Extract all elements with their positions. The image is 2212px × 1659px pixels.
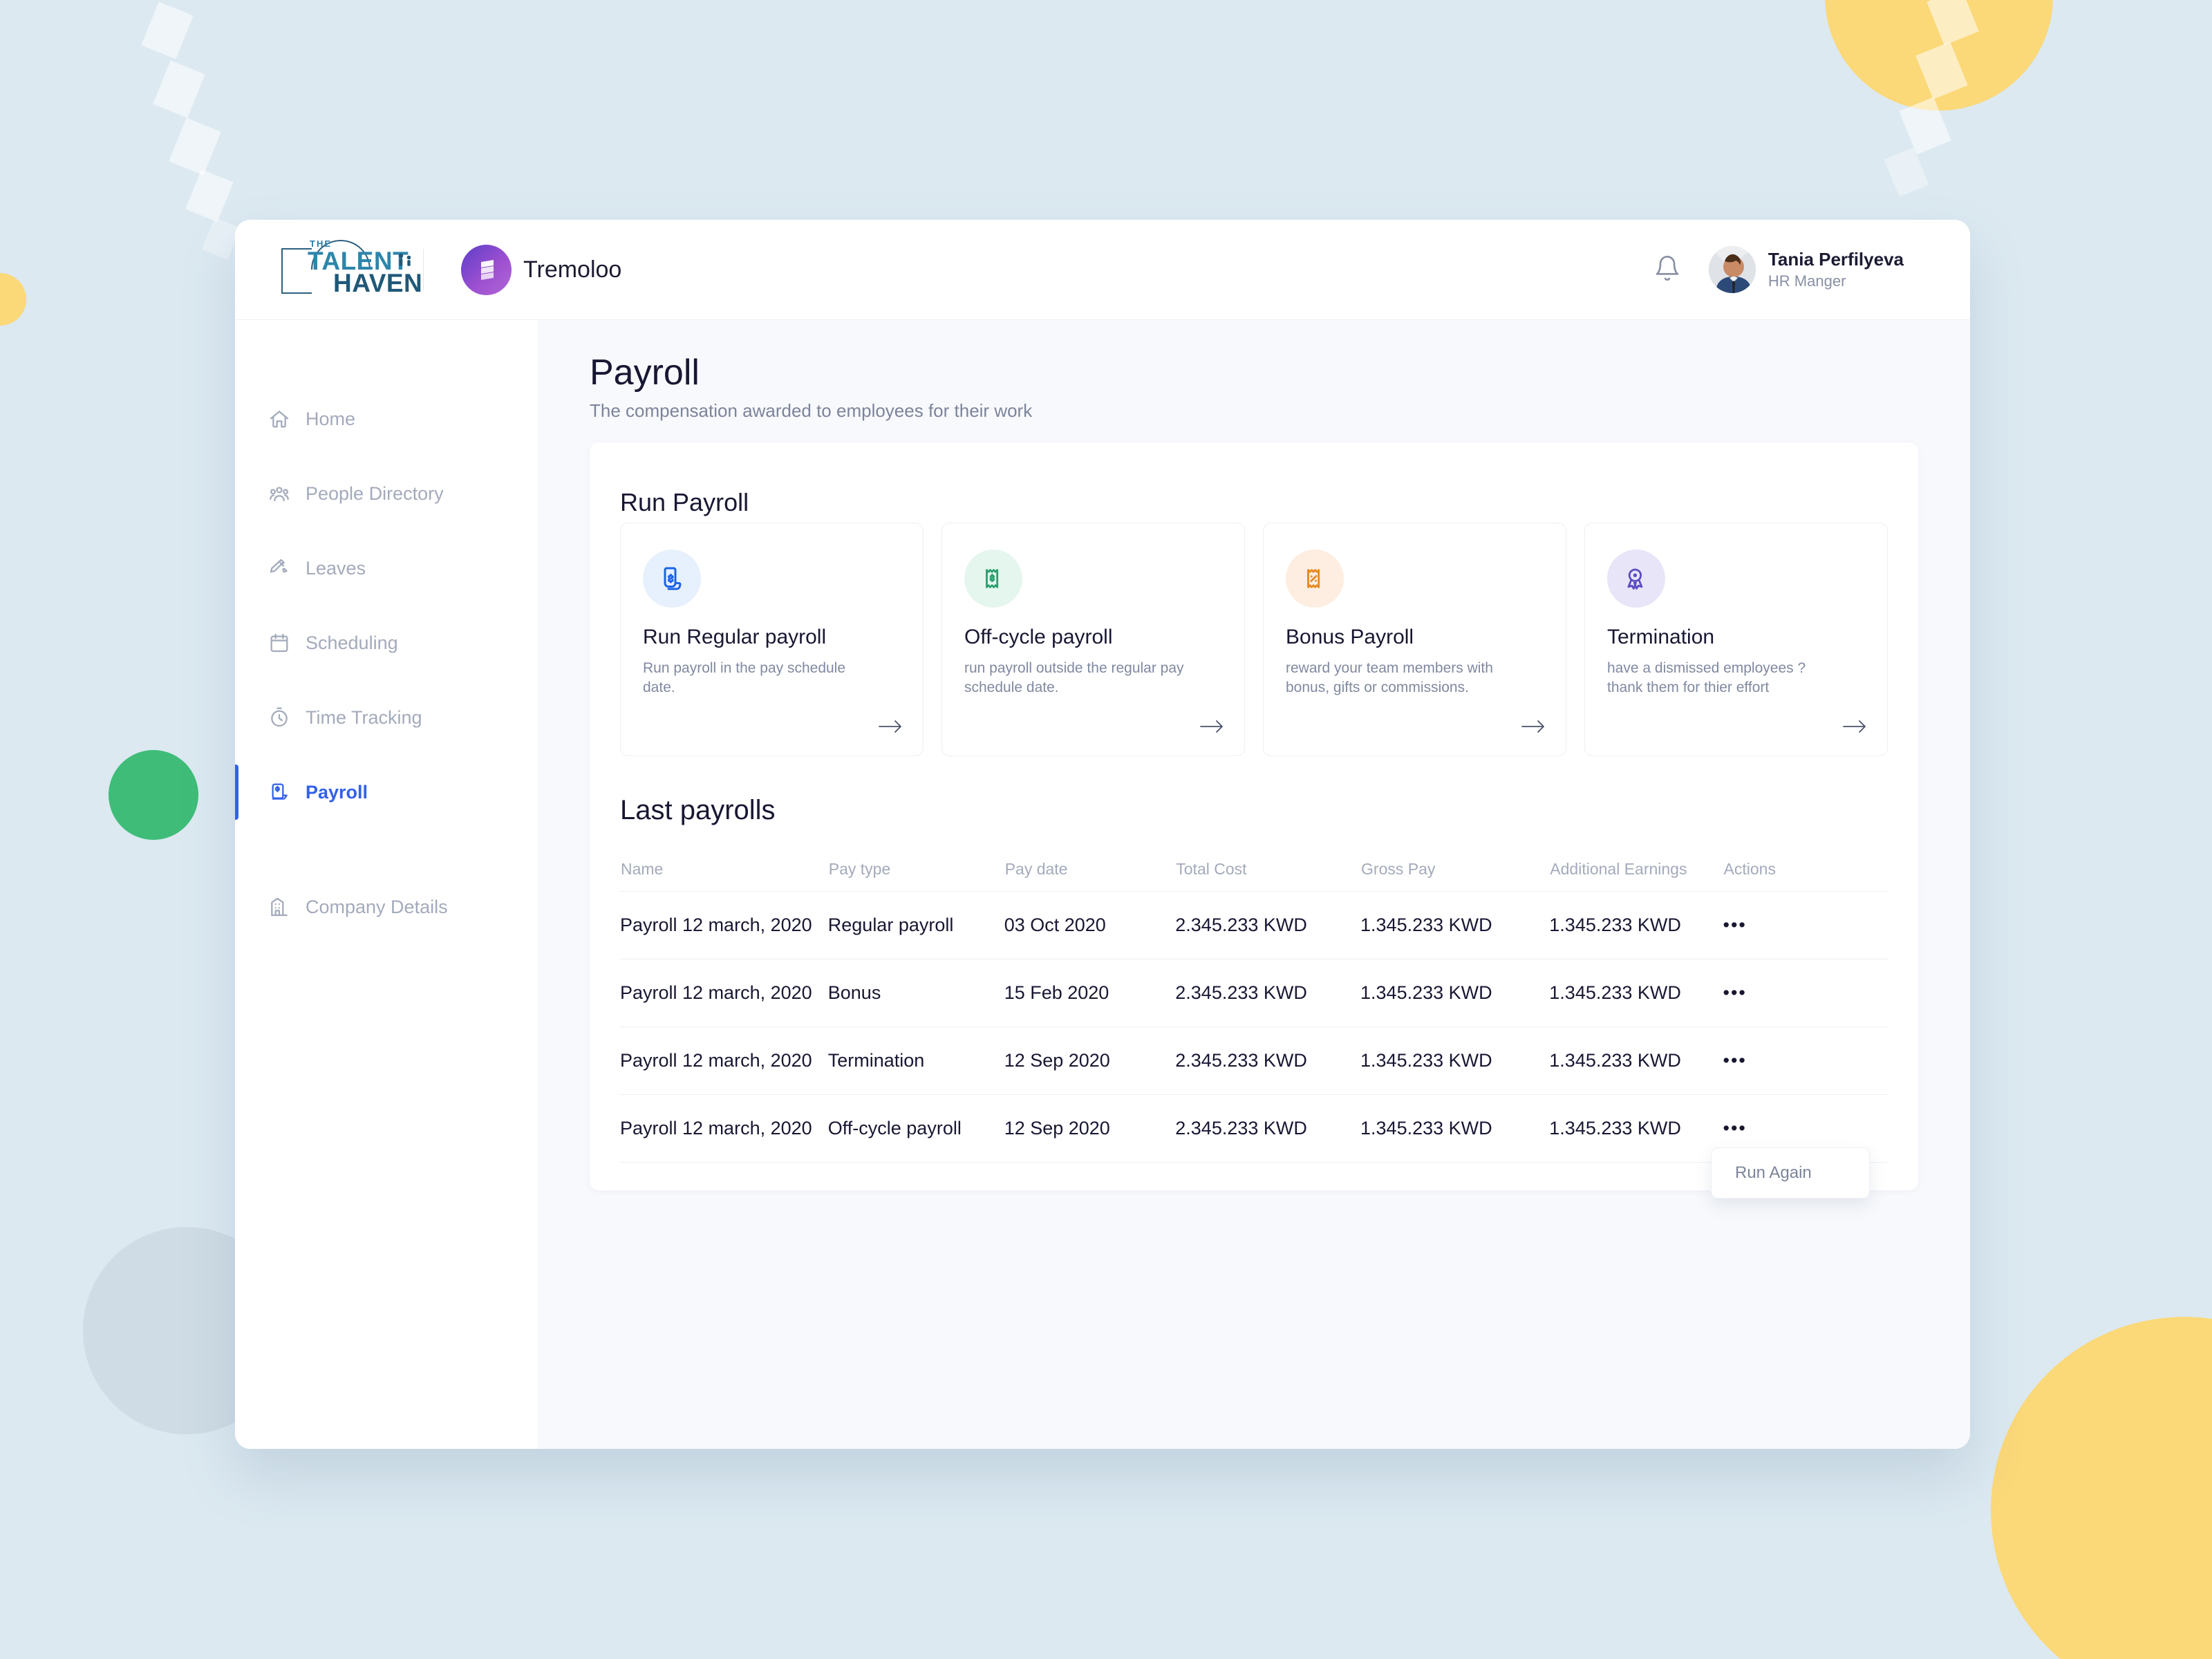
svg-text:HAVEN: HAVEN xyxy=(333,269,422,297)
